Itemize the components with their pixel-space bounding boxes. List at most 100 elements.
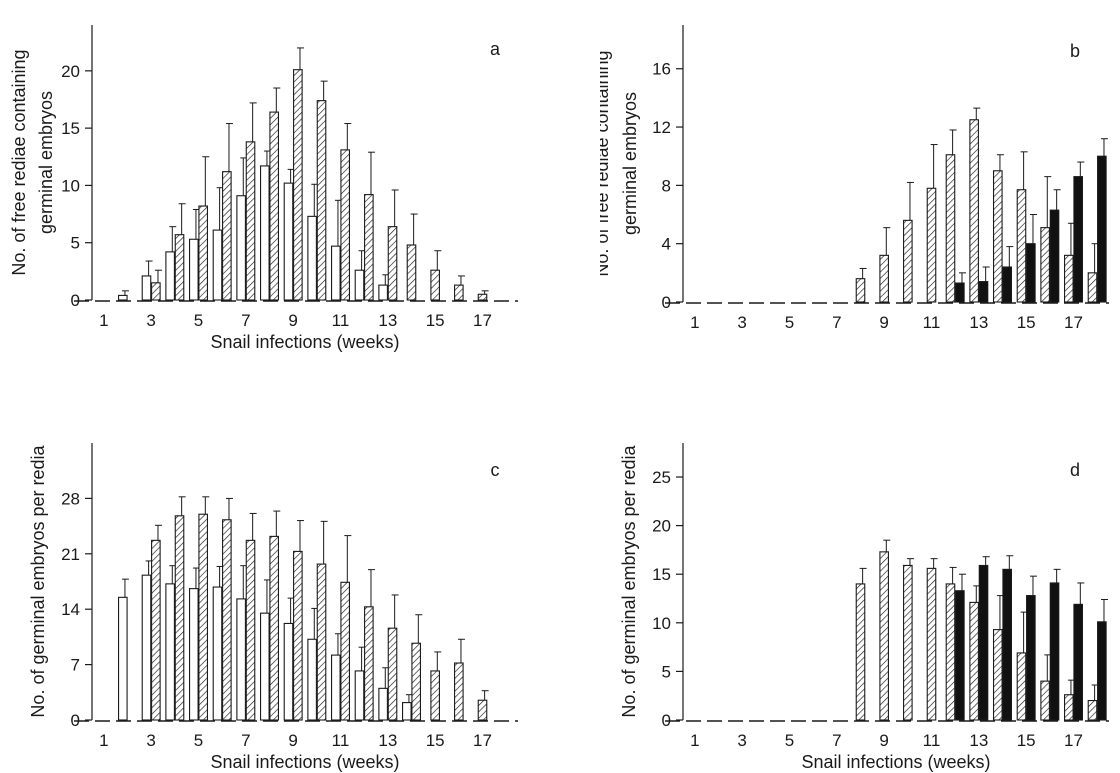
- bar: [354, 269, 365, 301]
- x-axis-label: Snail infections (weeks): [210, 332, 399, 352]
- bar: [283, 622, 294, 721]
- bar: [454, 284, 464, 301]
- bar: [903, 219, 913, 303]
- bar: [454, 662, 464, 721]
- bar: [293, 69, 303, 301]
- x-tick-label: 3: [737, 313, 746, 332]
- x-tick-label: 13: [969, 313, 988, 332]
- bar: [1087, 700, 1098, 721]
- bar: [245, 141, 256, 301]
- x-tick-label: 9: [288, 311, 297, 330]
- y-tick-label: 21: [61, 545, 80, 564]
- bar: [198, 205, 208, 301]
- bar: [118, 596, 128, 721]
- bar: [151, 282, 161, 301]
- x-tick-label: 17: [1064, 731, 1083, 750]
- y-tick-label: 28: [61, 489, 80, 508]
- bar: [222, 171, 232, 301]
- panel-label: a: [490, 39, 501, 59]
- bar: [1073, 603, 1083, 721]
- bar: [331, 245, 341, 301]
- bar: [1049, 582, 1060, 721]
- bar: [978, 281, 989, 303]
- x-axis-label: Snail infections (weeks): [801, 332, 990, 352]
- bar: [174, 515, 185, 721]
- bar: [387, 226, 398, 301]
- y-tick-label: 0: [662, 293, 671, 312]
- x-tick-label: 1: [690, 313, 699, 332]
- bar: [945, 583, 956, 721]
- bar: [165, 583, 175, 721]
- bar: [879, 254, 889, 303]
- bar: [212, 229, 223, 301]
- y-axis-label-line2: germinal embryos: [620, 92, 640, 235]
- bar: [354, 670, 365, 721]
- bar: [993, 629, 1003, 721]
- bar: [174, 234, 185, 301]
- bar: [387, 627, 398, 721]
- x-tick-label: 5: [194, 311, 203, 330]
- bar: [402, 702, 412, 721]
- bar: [1016, 189, 1027, 303]
- bar: [1064, 694, 1074, 721]
- x-tick-label: 15: [1017, 313, 1036, 332]
- bar: [477, 699, 488, 721]
- bar: [855, 583, 866, 721]
- bar: [1087, 272, 1098, 303]
- x-tick-label: 3: [737, 731, 746, 750]
- x-tick-label: 1: [99, 311, 108, 330]
- bar: [118, 294, 128, 301]
- bar: [236, 598, 246, 721]
- bar: [969, 601, 979, 721]
- y-tick-label: 25: [652, 468, 671, 487]
- bar: [406, 244, 417, 301]
- x-tick-label: 5: [194, 731, 203, 750]
- bar: [955, 282, 965, 303]
- bar: [198, 513, 208, 721]
- bar: [212, 586, 223, 721]
- y-tick-label: 10: [652, 614, 671, 633]
- x-tick-label: 7: [241, 311, 250, 330]
- y-tick-label: 20: [652, 517, 671, 536]
- bar: [307, 215, 317, 301]
- y-axis-label-line2: germinal embryos: [36, 91, 56, 234]
- x-tick-label: 1: [99, 731, 108, 750]
- bar: [926, 187, 937, 303]
- x-tick-label: 13: [969, 731, 988, 750]
- bar: [260, 612, 270, 721]
- y-tick-label: 0: [71, 291, 80, 310]
- x-tick-label: 17: [473, 311, 492, 330]
- y-tick-label: 12: [652, 118, 671, 137]
- y-tick-label: 15: [61, 119, 80, 138]
- bar: [364, 606, 374, 721]
- x-tick-label: 7: [832, 731, 841, 750]
- x-tick-label: 11: [923, 313, 941, 332]
- x-tick-label: 15: [426, 731, 445, 750]
- bar: [926, 567, 937, 721]
- x-tick-label: 11: [923, 731, 941, 750]
- bar: [340, 581, 350, 721]
- bar: [189, 238, 199, 301]
- bar: [165, 251, 175, 301]
- bar: [1002, 266, 1012, 303]
- bar: [1016, 652, 1027, 721]
- bar: [430, 269, 440, 301]
- y-tick-label: 8: [662, 176, 671, 195]
- bar: [364, 194, 374, 301]
- x-tick-label: 15: [1017, 731, 1036, 750]
- y-tick-label: 10: [61, 176, 80, 195]
- bar: [1026, 595, 1036, 721]
- y-tick-label: 20: [61, 62, 80, 81]
- bar: [1097, 621, 1107, 721]
- bar: [1040, 227, 1050, 303]
- bar: [236, 195, 246, 301]
- bar: [1026, 243, 1036, 303]
- y-tick-label: 0: [71, 711, 80, 730]
- bar: [141, 574, 152, 721]
- x-tick-label: 13: [378, 311, 397, 330]
- panel-label: b: [1070, 41, 1080, 61]
